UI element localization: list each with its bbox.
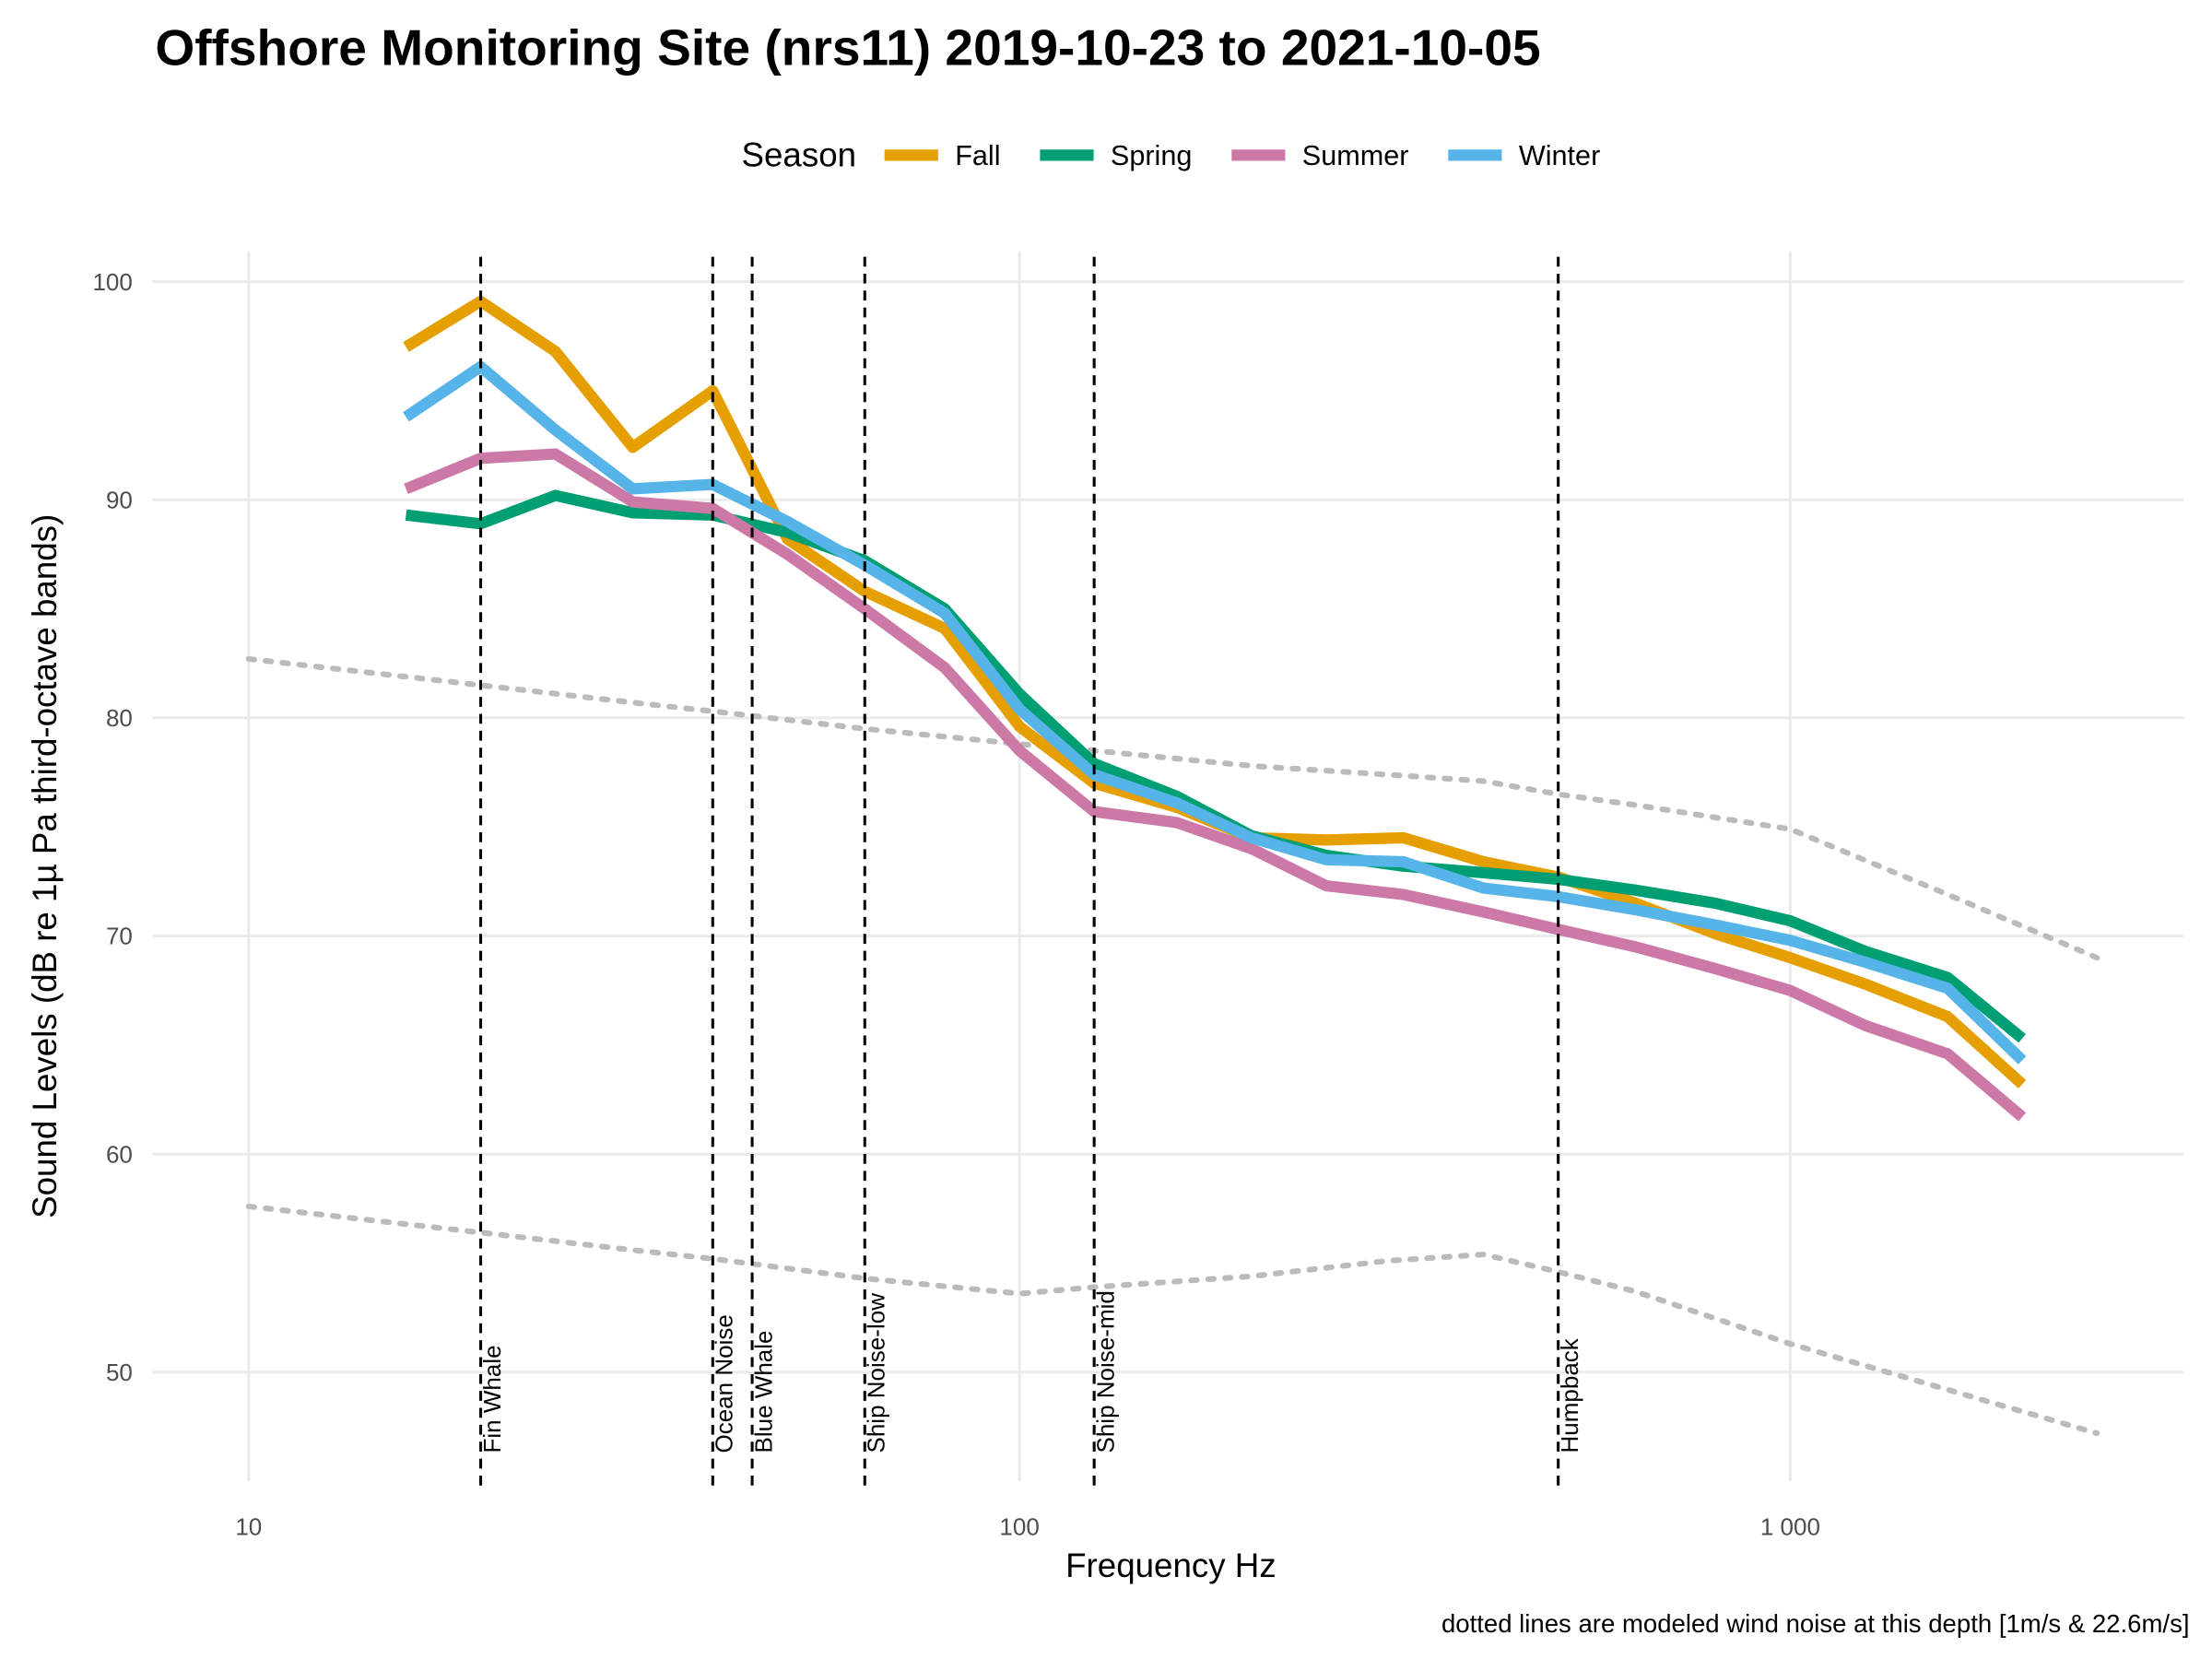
x-tick-label: 1 000 bbox=[1760, 1512, 1820, 1540]
y-tick-label: 80 bbox=[106, 704, 133, 732]
marker-label: Ship Noise-low bbox=[863, 1293, 890, 1453]
y-axis-label: Sound Levels (dB re 1µ Pa third-octave b… bbox=[26, 514, 64, 1218]
x-axis-label: Frequency Hz bbox=[1065, 1547, 1277, 1584]
x-tick-label: 10 bbox=[235, 1512, 262, 1540]
legend-item: Winter bbox=[1448, 140, 1600, 171]
caption: dotted lines are modeled wind noise at t… bbox=[1441, 1609, 2190, 1638]
y-tick-label: 60 bbox=[106, 1140, 133, 1168]
marker-label: Ocean Noise bbox=[711, 1314, 738, 1453]
legend-label: Spring bbox=[1111, 140, 1192, 171]
series-line bbox=[404, 448, 2027, 1122]
y-tick-label: 90 bbox=[106, 486, 133, 513]
marker-label: Blue Whale bbox=[750, 1330, 778, 1453]
y-tick-label: 50 bbox=[106, 1359, 133, 1386]
x-tick-label: 100 bbox=[999, 1512, 1039, 1540]
chart-title: Offshore Monitoring Site (nrs11) 2019-10… bbox=[155, 18, 1540, 76]
legend-label: Winter bbox=[1519, 140, 1600, 171]
legend-item: Fall bbox=[884, 140, 1001, 171]
legend-label: Fall bbox=[955, 140, 1000, 171]
legend-item: Spring bbox=[1040, 140, 1192, 171]
legend-title: Season bbox=[742, 136, 857, 174]
y-tick-label: 100 bbox=[92, 268, 132, 296]
legend-label: Summer bbox=[1302, 140, 1409, 171]
marker-label: Fin Whale bbox=[478, 1345, 506, 1453]
series-line bbox=[403, 360, 2027, 1065]
y-tick-label: 70 bbox=[106, 923, 133, 950]
wind-noise-line bbox=[245, 655, 2100, 961]
marker-label: Ship Noise-mid bbox=[1092, 1290, 1120, 1453]
series-line bbox=[403, 295, 2027, 1088]
legend-item: Summer bbox=[1231, 140, 1408, 171]
marker-label: Humpback bbox=[1556, 1337, 1583, 1453]
wind-noise-line bbox=[245, 1203, 2100, 1437]
grid bbox=[152, 251, 2184, 1482]
